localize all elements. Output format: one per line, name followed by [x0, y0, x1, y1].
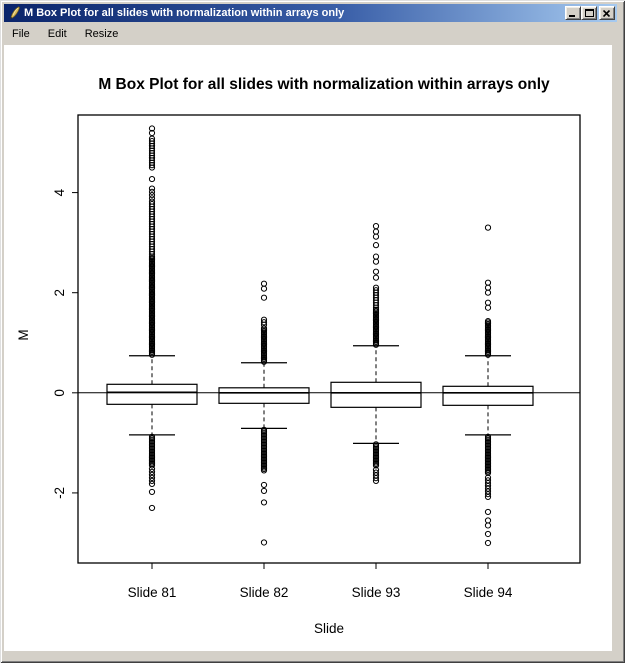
outlier-point — [148, 188, 156, 195]
outlier-point — [148, 200, 156, 208]
outlier-point — [372, 469, 380, 476]
boxplot-chart: M Box Plot for all slides with normaliza… — [16, 76, 581, 636]
outlier-point — [260, 487, 268, 495]
outlier-point — [372, 228, 380, 235]
outlier-point — [260, 280, 268, 287]
outlier-point — [260, 499, 268, 506]
maximize-button[interactable] — [581, 6, 597, 20]
outlier-point — [148, 138, 156, 145]
window-title: M Box Plot for all slides with normaliza… — [24, 7, 345, 19]
outlier-point — [148, 488, 156, 496]
outlier-point — [148, 129, 156, 137]
outlier-point — [372, 466, 380, 473]
boxplot-box — [442, 385, 534, 406]
close-icon — [603, 9, 611, 17]
outlier-point — [148, 125, 156, 132]
y-tick-label: 2 — [52, 289, 67, 297]
maximize-icon — [584, 9, 594, 17]
outlier-point — [260, 319, 268, 326]
outlier-point — [260, 426, 268, 433]
boxplot-box — [218, 387, 310, 404]
outlier-point — [148, 135, 156, 142]
minimize-icon — [569, 14, 575, 17]
outlier-point — [484, 299, 492, 306]
plot-frame — [77, 114, 581, 564]
outlier-point — [148, 480, 156, 488]
outlier-point — [148, 465, 156, 472]
x-tick-label: Slide 81 — [128, 585, 177, 600]
outlier-point — [372, 287, 380, 294]
outlier-point — [484, 508, 492, 516]
outlier-point — [372, 274, 380, 281]
outlier-point — [148, 468, 156, 475]
outlier-point — [484, 284, 492, 291]
menu-file[interactable]: File — [12, 27, 30, 40]
outlier-point — [372, 233, 380, 240]
outlier-point — [260, 285, 268, 292]
outlier-point — [148, 471, 156, 479]
outlier-point — [484, 224, 492, 231]
outlier-point — [484, 433, 492, 440]
outlier-point — [372, 306, 380, 313]
outlier-point — [148, 195, 156, 202]
outlier-point — [484, 522, 492, 529]
x-axis-label: Slide — [314, 621, 344, 636]
outlier-point — [260, 316, 268, 323]
outlier-point — [484, 474, 492, 481]
y-tick-label: -2 — [52, 487, 67, 499]
outlier-point — [148, 175, 156, 183]
titlebar[interactable]: M Box Plot for all slides with normaliza… — [4, 4, 617, 22]
outlier-point — [260, 539, 268, 546]
outlier-point — [372, 253, 380, 260]
outlier-point — [148, 433, 156, 440]
outlier-point — [372, 441, 380, 448]
outlier-point — [484, 530, 492, 538]
y-tick-label: 4 — [52, 188, 67, 196]
outlier-point — [484, 289, 492, 296]
outlier-point — [372, 284, 380, 291]
outlier-point — [148, 191, 156, 199]
outlier-point — [484, 318, 492, 325]
outlier-point — [484, 304, 492, 311]
y-axis-label: M — [16, 329, 31, 340]
outlier-point — [260, 481, 268, 489]
x-tick-label: Slide 93 — [352, 585, 401, 600]
menubar: File Edit Resize — [4, 22, 617, 45]
outlier-point — [372, 223, 380, 230]
minimize-button[interactable] — [565, 6, 581, 20]
window-controls — [565, 6, 615, 20]
x-tick-label: Slide 94 — [464, 585, 513, 600]
close-button[interactable] — [599, 6, 615, 20]
boxplot-box — [106, 383, 198, 405]
x-tick-label: Slide 82 — [240, 585, 289, 600]
outlier-point — [484, 477, 492, 484]
outlier-point — [148, 504, 156, 512]
outlier-point — [372, 242, 380, 249]
outlier-point — [260, 294, 268, 301]
outlier-point — [260, 325, 268, 332]
menu-resize[interactable]: Resize — [84, 27, 119, 40]
outlier-point — [484, 279, 492, 286]
y-tick-label: 0 — [52, 389, 67, 397]
outlier-point — [148, 477, 156, 485]
menu-edit[interactable]: Edit — [47, 27, 67, 40]
outlier-point — [148, 185, 156, 192]
chart-title: M Box Plot for all slides with normaliza… — [98, 76, 550, 93]
outlier-point — [148, 198, 156, 205]
outlier-point — [148, 474, 156, 482]
outlier-point — [484, 517, 492, 524]
window-icon — [7, 6, 21, 20]
outlier-point — [372, 268, 380, 275]
outlier-point — [484, 539, 492, 547]
boxplot-box — [330, 381, 422, 408]
outlier-point — [372, 258, 380, 265]
graphics-device-canvas: M Box Plot for all slides with normaliza… — [4, 45, 612, 651]
